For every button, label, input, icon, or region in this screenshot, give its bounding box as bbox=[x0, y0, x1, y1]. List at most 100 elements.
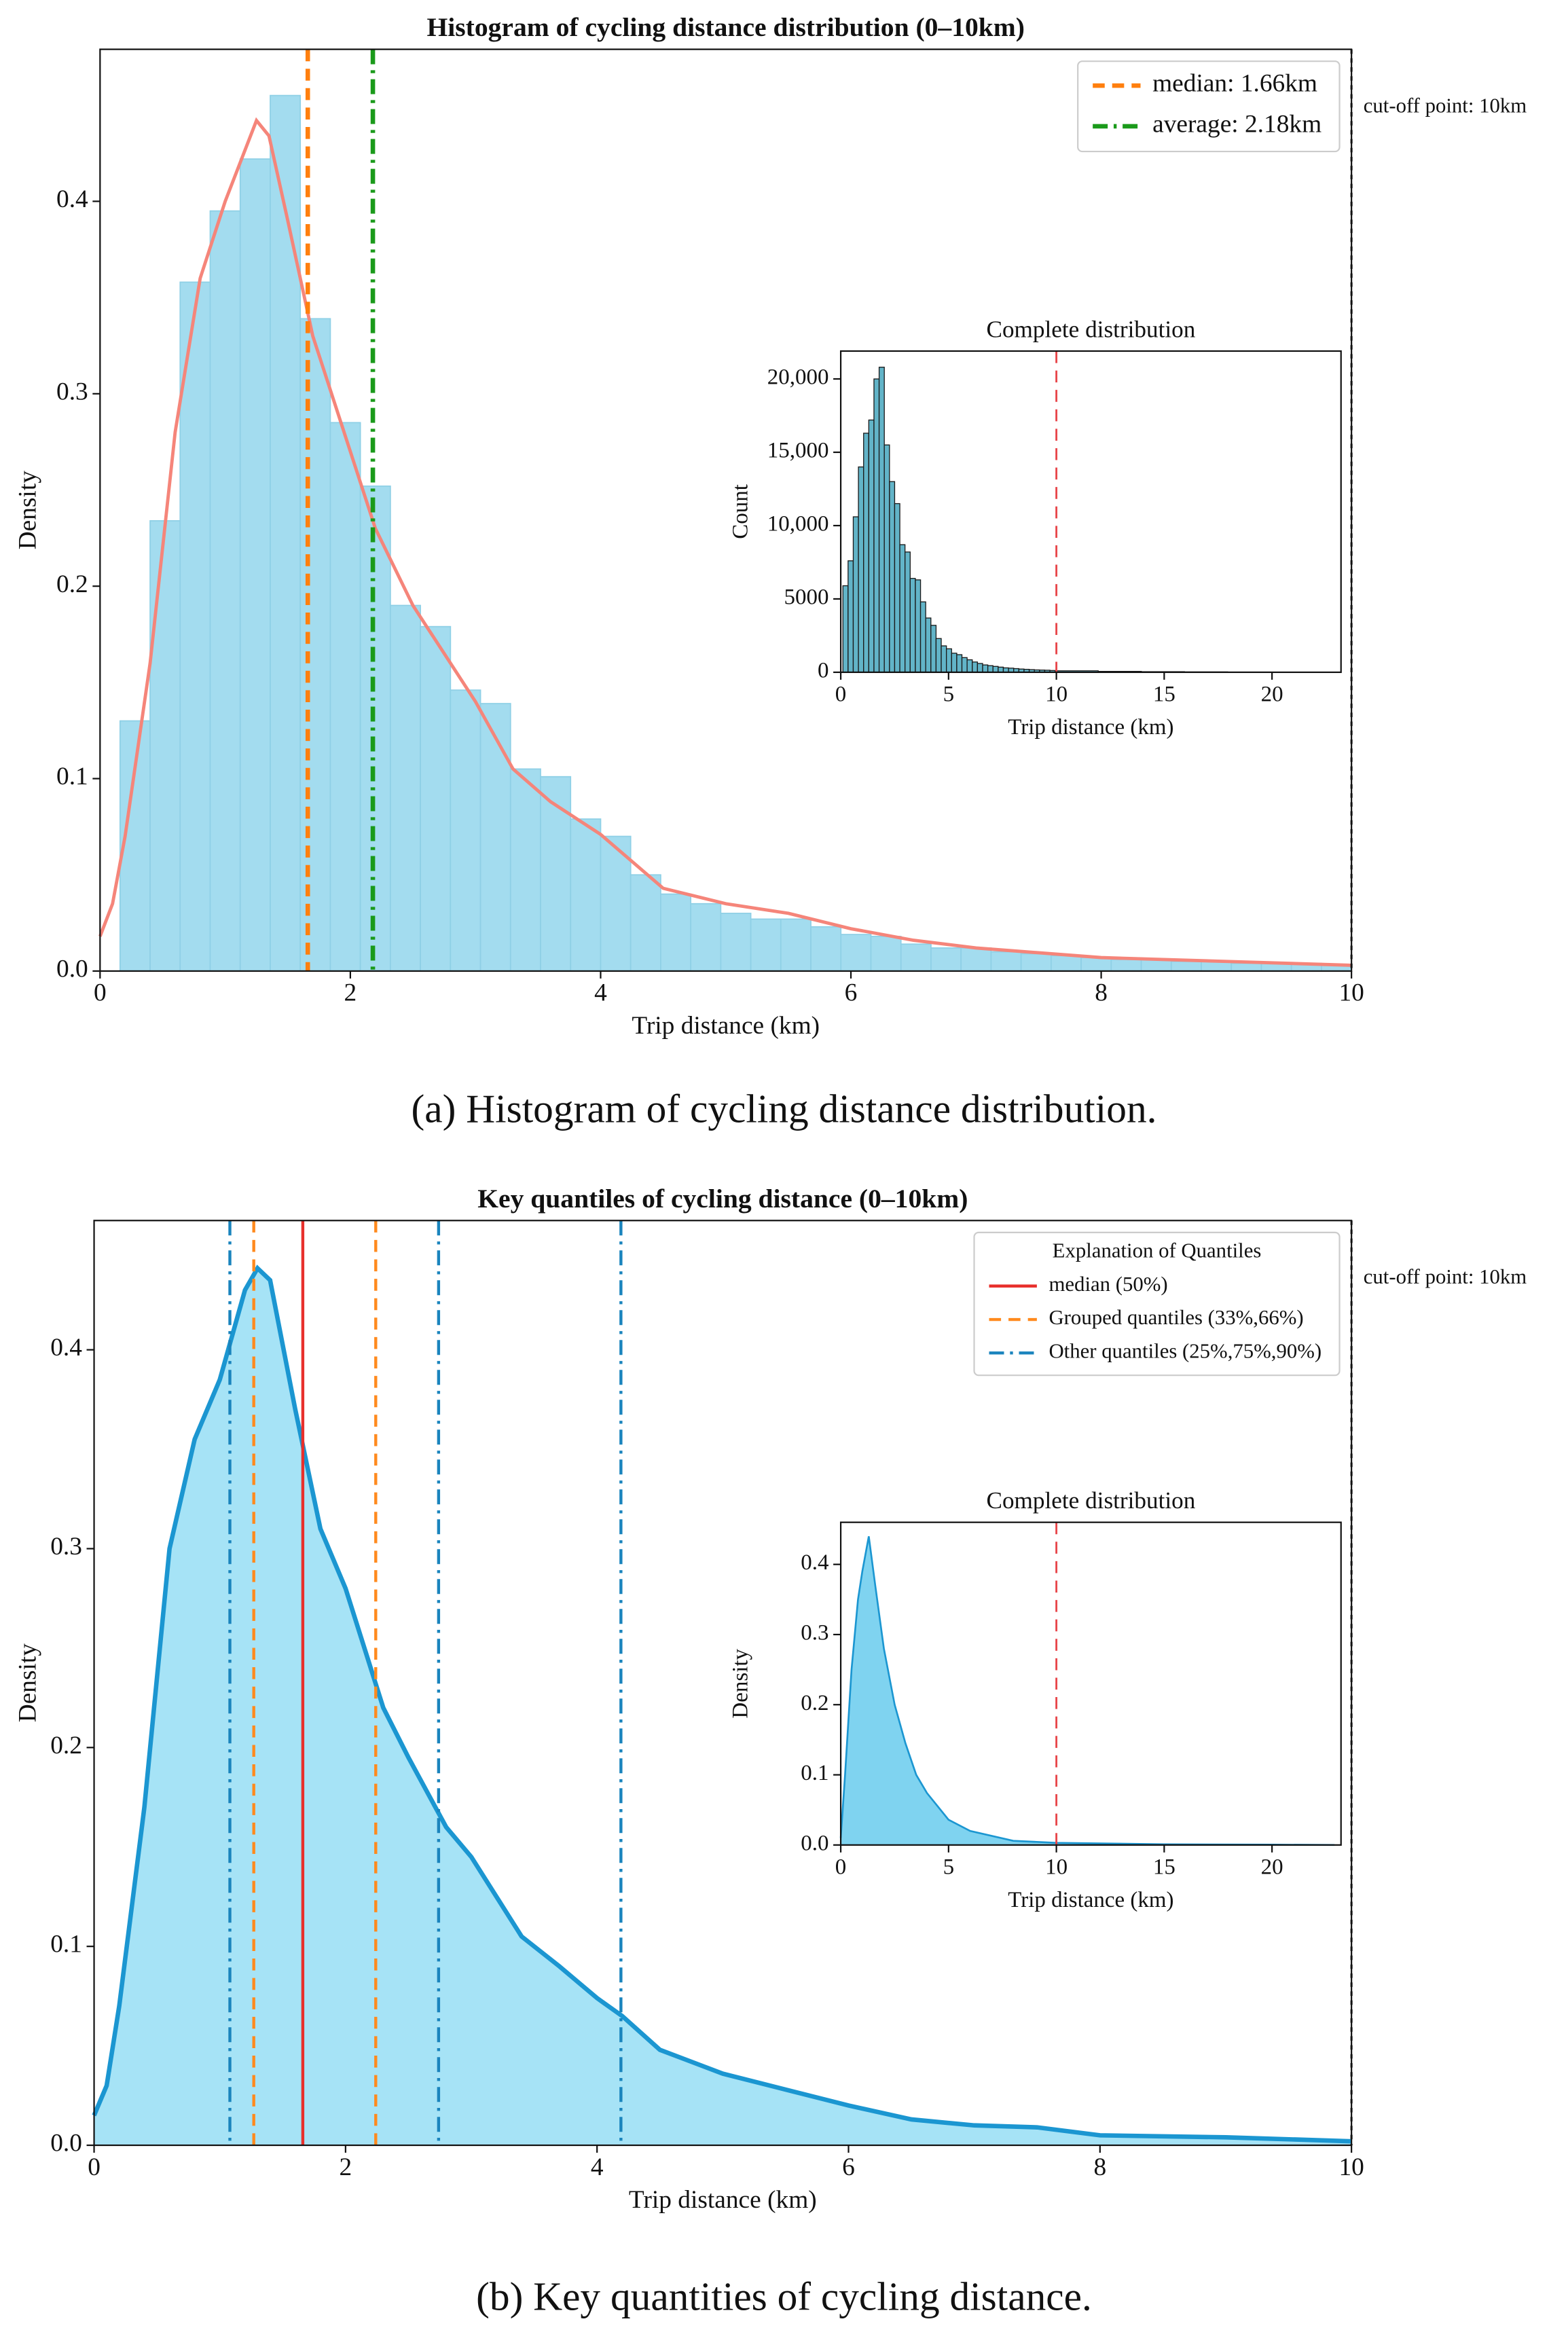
x-tick-label: 4 bbox=[594, 979, 607, 1007]
figure-caption: (b) Key quantities of cycling distance. bbox=[476, 2274, 1092, 2318]
histogram-bar bbox=[878, 367, 885, 673]
legend-box bbox=[973, 1231, 1341, 1377]
histogram-bar bbox=[961, 657, 968, 673]
y-tick-label: 0.0 bbox=[50, 2130, 82, 2157]
x-tick-label: 0 bbox=[94, 979, 107, 1007]
x-tick-label: 10 bbox=[1338, 979, 1364, 1007]
histogram-bar bbox=[630, 874, 661, 972]
histogram-bar bbox=[660, 893, 692, 972]
x-tick-label: 4 bbox=[591, 2153, 604, 2181]
histogram-bar bbox=[863, 433, 870, 673]
histogram-bar bbox=[873, 378, 880, 673]
x-tick-label: 2 bbox=[344, 979, 357, 1007]
cutoff-label: cut-off point: 10km bbox=[1364, 1265, 1527, 1288]
x-tick-label: 2 bbox=[340, 2153, 352, 2181]
plot-frame bbox=[99, 48, 1353, 972]
histogram-bar bbox=[842, 585, 849, 673]
histogram-bar bbox=[919, 601, 926, 673]
y-tick-label: 0.2 bbox=[801, 1691, 828, 1715]
density-area bbox=[841, 1536, 1335, 1845]
x-axis-label: Trip distance (km) bbox=[632, 1012, 820, 1040]
y-axis-label: Density bbox=[729, 1648, 753, 1718]
histogram-bar bbox=[883, 444, 890, 673]
y-tick-label: 10,000 bbox=[767, 512, 829, 536]
histogram-bar bbox=[982, 664, 989, 673]
y-tick-label: 0.0 bbox=[56, 955, 88, 983]
histogram-bar bbox=[858, 466, 864, 673]
histogram-bar bbox=[905, 551, 911, 673]
y-tick-label: 0.3 bbox=[801, 1621, 828, 1645]
plot-frame bbox=[93, 1220, 1353, 2147]
y-axis-label: Density bbox=[14, 471, 42, 550]
histogram-bar bbox=[977, 663, 983, 673]
y-tick-label: 0.4 bbox=[801, 1550, 828, 1575]
y-tick-label: 15,000 bbox=[767, 439, 829, 463]
legend-title: Explanation of Quantiles bbox=[1053, 1239, 1262, 1262]
histogram-bar bbox=[956, 654, 963, 673]
x-tick-label: 0 bbox=[835, 682, 846, 707]
histogram-bar bbox=[945, 648, 952, 673]
histogram-bar bbox=[570, 818, 602, 972]
histogram-bar bbox=[889, 481, 896, 673]
chart-title: Complete distribution bbox=[986, 316, 1195, 342]
histogram-bar bbox=[899, 544, 906, 673]
x-tick-label: 6 bbox=[845, 979, 858, 1007]
y-axis-label: Density bbox=[14, 1643, 42, 1723]
cutoff-label: cut-off point: 10km bbox=[1364, 94, 1527, 117]
x-tick-label: 15 bbox=[1153, 1855, 1175, 1880]
histogram-bar bbox=[900, 943, 932, 972]
histogram-bar bbox=[1020, 953, 1052, 972]
histogram-bar bbox=[930, 947, 962, 972]
histogram-bar bbox=[998, 666, 1004, 673]
histogram-bar bbox=[1050, 955, 1082, 972]
chart-title: Key quantiles of cycling distance (0–10k… bbox=[477, 1184, 968, 1214]
y-tick-label: 0.1 bbox=[50, 1931, 82, 1958]
histogram-bar bbox=[479, 703, 511, 972]
histogram-bar bbox=[1110, 959, 1142, 972]
legend-box bbox=[1077, 60, 1341, 153]
legend-label: Grouped quantiles (33%,66%) bbox=[1049, 1306, 1303, 1329]
x-tick-label: 5 bbox=[943, 682, 954, 707]
y-tick-label: 0.0 bbox=[801, 1831, 828, 1855]
y-tick-label: 0.3 bbox=[56, 378, 88, 405]
histogram-bar bbox=[930, 625, 937, 673]
histogram-bar bbox=[299, 318, 331, 972]
histogram-bar bbox=[992, 666, 999, 673]
histogram-bar bbox=[450, 689, 481, 972]
y-tick-label: 0.2 bbox=[56, 570, 88, 598]
y-tick-label: 0.4 bbox=[56, 185, 88, 213]
legend-label: Other quantiles (25%,75%,90%) bbox=[1049, 1339, 1321, 1362]
histogram-bar bbox=[209, 210, 241, 972]
x-tick-label: 20 bbox=[1261, 1855, 1283, 1880]
legend-label: median: 1.66km bbox=[1152, 70, 1317, 98]
histogram-bar bbox=[915, 579, 922, 673]
y-tick-label: 0.1 bbox=[56, 763, 88, 790]
histogram-bar bbox=[852, 516, 859, 673]
x-tick-label: 10 bbox=[1045, 682, 1068, 707]
y-tick-label: 0 bbox=[818, 659, 828, 683]
histogram-bar bbox=[509, 768, 541, 972]
plot-frame bbox=[839, 350, 1342, 674]
x-axis-label: Trip distance (km) bbox=[1008, 715, 1173, 740]
histogram-bar bbox=[1230, 962, 1262, 972]
histogram-bar bbox=[720, 913, 752, 972]
histogram-bar bbox=[1080, 957, 1112, 972]
x-tick-label: 10 bbox=[1045, 1855, 1068, 1880]
histogram-bar bbox=[941, 645, 947, 673]
x-tick-label: 0 bbox=[88, 2153, 101, 2181]
histogram-bar bbox=[600, 835, 632, 972]
histogram-bar bbox=[870, 936, 902, 972]
histogram-bar bbox=[1170, 960, 1202, 972]
histogram-bar bbox=[239, 158, 271, 972]
histogram-bar bbox=[868, 419, 875, 673]
histogram-bar bbox=[990, 951, 1022, 972]
x-tick-label: 5 bbox=[943, 1855, 954, 1880]
kde-line bbox=[98, 117, 1352, 967]
y-tick-label: 5000 bbox=[784, 585, 829, 610]
histogram-bar bbox=[987, 665, 993, 673]
histogram-bar bbox=[389, 604, 421, 972]
x-tick-label: 20 bbox=[1261, 682, 1283, 707]
histogram-bar bbox=[972, 661, 979, 673]
chart-title: Histogram of cycling distance distributi… bbox=[427, 12, 1025, 42]
x-tick-label: 10 bbox=[1338, 2153, 1364, 2181]
